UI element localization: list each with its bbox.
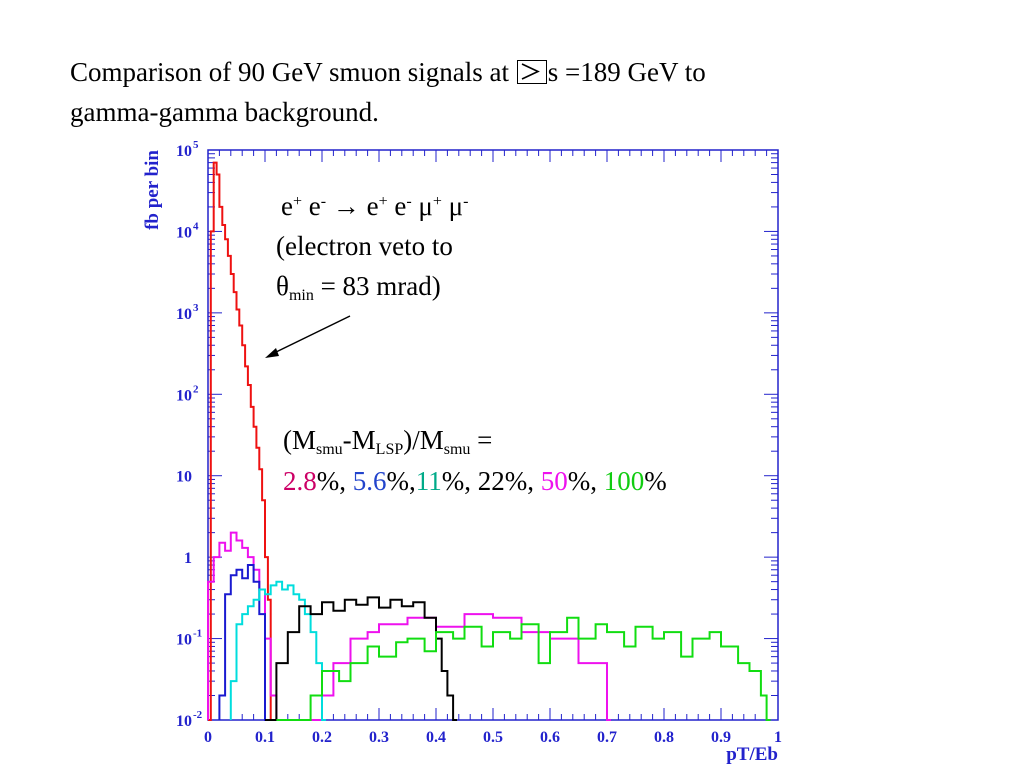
- series-green: [276, 616, 771, 721]
- series-blue: [218, 564, 269, 721]
- y-tick-exponent: 4: [193, 220, 199, 232]
- y-tick-label: 10: [176, 387, 192, 404]
- value-label-3: 11: [415, 466, 442, 496]
- y-tick-label: 10: [176, 224, 192, 241]
- annotation-arrow-line: [271, 315, 351, 355]
- x-tick-label: 0.6: [540, 729, 560, 746]
- series-cyan: [229, 580, 326, 721]
- slide-title: Comparison of 90 GeV smuon signals at s …: [70, 52, 970, 132]
- x-tick-label: 1: [774, 729, 782, 746]
- y-tick-label: 10: [176, 469, 192, 486]
- y-axis-label: fb per bin: [142, 150, 163, 230]
- x-tick-label: 0.3: [369, 729, 389, 746]
- y-tick-exponent: 3: [193, 302, 199, 314]
- series-black: [265, 596, 458, 721]
- y-tick-label: 1: [184, 550, 192, 567]
- title-line2: gamma-gamma background.: [70, 97, 379, 127]
- title-line1-before: Comparison of 90 GeV smuon signals at: [70, 57, 509, 87]
- mass-ratio-annotation: (Msmu-MLSP)/Msmu =: [283, 425, 493, 458]
- x-tick-label: 0.5: [483, 729, 503, 746]
- value-label-1: 2.8: [283, 466, 317, 496]
- x-tick-label: 0: [204, 729, 212, 746]
- x-tick-label: 0.1: [255, 729, 275, 746]
- value-label-6: 100: [603, 466, 645, 496]
- title-line1-after: s =189 GeV to: [547, 57, 706, 87]
- x-tick-label: 0.4: [426, 729, 446, 746]
- y-tick-exponent: 5: [193, 139, 199, 151]
- x-tick-label: 0.2: [312, 729, 332, 746]
- y-tick-exponent: 2: [193, 383, 199, 395]
- value-label-2: 5.6: [352, 466, 387, 496]
- theta-annotation: θmin = 83 mrad): [276, 271, 441, 304]
- arrow-head-icon: [265, 348, 279, 358]
- x-axis-label: pT/Eb: [726, 744, 778, 765]
- value-label-4: 22: [477, 466, 505, 496]
- y-tick-label: 10: [176, 306, 192, 323]
- y-tick-label: 10: [176, 143, 192, 160]
- y-tick-label: 10: [176, 632, 192, 649]
- y-tick-label: 10: [176, 713, 192, 730]
- veto-annotation: (electron veto to: [276, 231, 453, 261]
- y-tick-exponent: -2: [193, 709, 203, 721]
- x-tick-label: 0.8: [654, 729, 674, 746]
- series-red: [208, 161, 275, 721]
- x-tick-label: 0.7: [597, 729, 617, 746]
- y-tick-exponent: -1: [193, 628, 202, 640]
- mass-values-annotation: 2.8%, 5.6%,11%, 22%, 50%, 100%: [283, 466, 667, 496]
- process-annotation: e+ e- → e+ e- μ+ μ-: [281, 191, 469, 221]
- value-label-5: 50: [540, 466, 568, 496]
- sqrt-symbol-icon: [516, 60, 547, 84]
- x-tick-label: 0.9: [711, 729, 731, 746]
